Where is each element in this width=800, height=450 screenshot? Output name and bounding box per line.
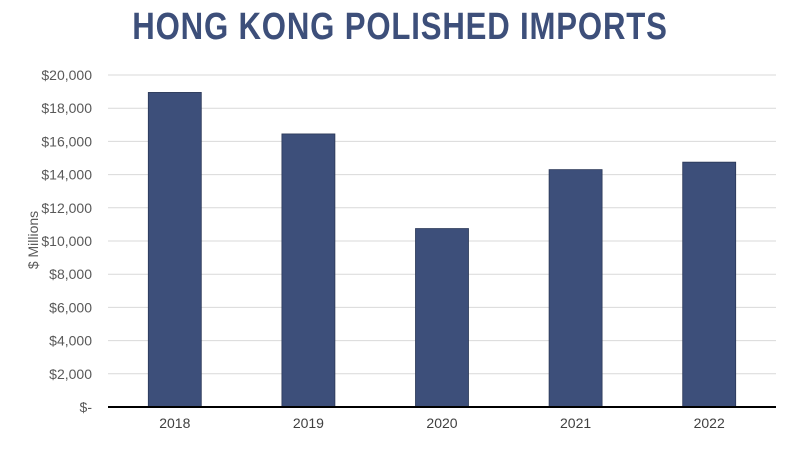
y-tick-label: $16,000 [41,133,92,149]
y-tick-label: $18,000 [41,100,92,116]
bar-2019 [281,133,336,408]
x-tick-label: 2019 [293,415,324,431]
x-tick-label: 2020 [426,415,457,431]
y-tick-label: $20,000 [41,67,92,83]
y-tick-label: $4,000 [49,333,92,349]
y-tick-label: $- [80,399,93,415]
y-tick-label: $6,000 [49,299,92,315]
y-tick-label: $12,000 [41,200,92,216]
x-tick-label: 2018 [159,415,190,431]
bar-2021 [548,169,603,408]
bar-2018 [147,92,202,408]
x-tick-label: 2022 [694,415,725,431]
x-tick-label: 2021 [560,415,591,431]
y-tick-label: $2,000 [49,366,92,382]
y-tick-label: $10,000 [41,233,92,249]
bar-2020 [415,228,469,408]
chart-title: HONG KONG POLISHED IMPORTS [132,6,668,48]
y-tick-label: $14,000 [41,167,92,183]
bar-2022 [682,161,737,408]
y-tick-label: $8,000 [49,266,92,282]
